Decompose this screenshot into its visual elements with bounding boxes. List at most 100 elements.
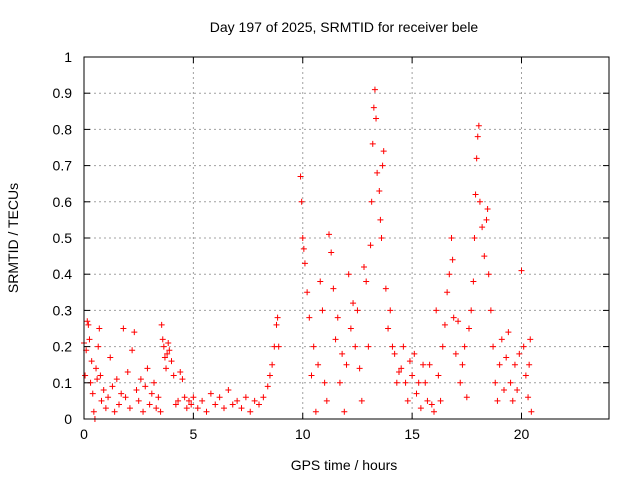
data-point [387,307,394,314]
data-point [297,173,304,180]
data-point [111,408,118,415]
x-tick-label: 0 [80,426,88,442]
data-point [474,133,481,140]
data-point [328,249,335,256]
data-point [326,231,332,238]
x-tick-label: 10 [295,426,311,442]
data-points [81,86,535,422]
data-point [358,397,365,404]
data-point [90,408,97,415]
data-point [365,343,372,350]
y-axis-label: SRMTID / TECUs [5,183,21,293]
data-point [188,401,195,408]
data-point [86,336,93,343]
data-point [93,365,100,372]
data-point [354,307,361,314]
data-point [315,361,322,368]
data-point [330,285,337,292]
data-point [137,376,144,383]
data-point [343,361,350,368]
data-point [131,329,138,336]
data-point [481,253,488,260]
y-tick-label: 0.1 [53,375,73,391]
data-point [473,155,480,162]
y-tick-label: 0 [64,411,72,427]
data-point [459,361,466,368]
y-axis-ticks: 0 0.1 0.2 0.3 0.4 0.5 0.6 0.7 0.8 0.9 1 [53,49,609,427]
data-point [306,314,313,321]
data-point [413,390,420,397]
x-axis-ticks: 0 5 10 15 20 [80,57,529,442]
data-point [484,206,491,213]
data-point [415,379,422,386]
data-point [96,325,103,332]
data-point [334,314,341,321]
data-point [102,405,109,412]
data-point [105,394,112,401]
data-point [448,235,455,241]
y-tick-label: 0.5 [53,230,73,246]
data-point [179,376,186,383]
data-point [133,387,140,394]
data-point [336,379,343,386]
data-point [161,354,168,361]
data-point [100,387,107,394]
data-point [164,350,171,357]
data-point [155,394,162,401]
data-point [367,242,374,249]
data-point [151,379,157,386]
data-point [468,307,475,314]
data-point [221,405,227,412]
data-point [361,263,367,270]
data-point [492,379,499,386]
data-point [404,397,411,404]
data-point [120,325,127,332]
data-point [345,271,352,278]
data-point [507,379,514,386]
data-point [377,216,384,223]
data-point [159,336,166,343]
chart-title: Day 197 of 2025, SRMTID for receiver bel… [210,19,479,35]
data-point [172,401,179,408]
y-tick-label: 0.6 [53,194,73,210]
y-tick-label: 0.3 [53,302,73,318]
data-point [525,394,532,401]
data-point [528,408,535,415]
data-point [158,321,165,328]
y-tick-label: 0.7 [53,158,73,174]
data-point [339,350,346,357]
data-point [234,397,241,404]
data-point [183,405,190,412]
data-point [129,347,136,354]
data-point [463,394,470,401]
data-point [370,104,377,111]
data-point [144,365,151,372]
data-point [479,224,486,231]
y-tick-label: 0.8 [53,121,73,137]
data-point [95,343,102,350]
data-point [229,401,236,408]
data-point [450,314,457,321]
data-point [487,307,494,314]
data-point [379,162,386,169]
data-point [455,318,462,325]
data-point [273,321,280,328]
data-point [371,86,378,93]
x-tick-label: 15 [404,426,420,442]
data-point [470,278,477,285]
y-tick-label: 0.4 [53,266,73,282]
data-point [426,361,433,368]
data-point [190,394,197,401]
data-point [98,397,105,404]
x-tick-label: 20 [514,426,530,442]
data-point [85,321,92,328]
data-point [490,343,497,350]
data-point [341,408,348,415]
data-point [373,115,380,122]
grid [84,57,609,419]
data-point [310,343,317,350]
data-point [441,321,448,328]
data-point [301,260,308,267]
data-point [368,198,375,205]
data-point [175,397,182,404]
